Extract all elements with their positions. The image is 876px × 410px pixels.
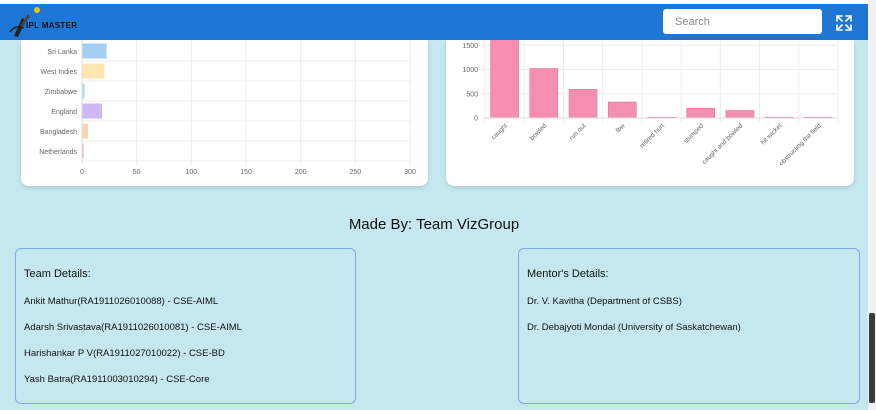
x-tick-label: 50 — [133, 169, 141, 176]
y-tick-label: England — [51, 109, 77, 116]
ipl-master-logo[interactable]: IPL MASTER — [8, 6, 88, 40]
countries-bar-chart: 0 50 100 150 200 250 300 Sri Lanka West Indies Zi… — [39, 40, 416, 176]
dismissal-bar-chart: 0 500 1000 1500 caught bowled run out lbw retire… — [462, 37, 839, 167]
y-tick-label: 1000 — [462, 67, 478, 74]
mentor-details-title: Mentor's Details: — [527, 268, 609, 280]
y-tick-label: Netherlands — [39, 149, 77, 156]
bar — [686, 108, 716, 119]
y-tick-label: Sri Lanka — [47, 49, 77, 56]
x-tick-label: bowled — [529, 122, 549, 142]
bar — [529, 68, 559, 119]
dismissal-chart-card: 0 500 1000 1500 caught bowled run out lbw retire… — [446, 37, 854, 186]
x-tick-label: retired hurt — [639, 122, 666, 149]
scrollbar-thumb[interactable] — [869, 313, 875, 403]
bar — [607, 101, 637, 119]
team-member: Adarsh Srivastava(RA1911026010081) - CSE… — [24, 322, 242, 333]
y-tick-label: 500 — [466, 91, 478, 98]
x-tick-label: run out — [568, 122, 587, 141]
x-tick-label: 150 — [240, 169, 252, 176]
bar — [490, 37, 519, 119]
team-details-title: Team Details: — [24, 268, 91, 280]
team-member: Yash Batra(RA1911003010294) - CSE-Core — [24, 374, 210, 385]
team-details-panel: Team Details: Ankit Mathur(RA19110260100… — [15, 248, 356, 404]
bar — [725, 110, 755, 119]
x-tick-label: lbw — [615, 122, 627, 134]
mentor-member: Dr. V. Kavitha (Department of CSBS) — [527, 296, 682, 307]
expand-arrows-icon[interactable] — [835, 14, 853, 32]
x-tick-label: caught — [490, 122, 509, 141]
page-scrollbar[interactable] — [868, 0, 876, 410]
x-tick-label: caught and bowled — [701, 122, 745, 166]
x-tick-label: 100 — [185, 169, 197, 176]
cricket-logo-icon — [9, 7, 40, 37]
mentor-details-panel: Mentor's Details: Dr. V. Kavitha (Depart… — [518, 248, 860, 404]
bar — [81, 63, 105, 79]
top-navbar: IPL MASTER — [0, 0, 868, 40]
bar — [81, 43, 107, 59]
y-tick-label: West Indies — [41, 69, 78, 76]
mentor-member: Dr. Debajyoti Mondal (University of Sask… — [527, 322, 741, 333]
x-tick-label: 0 — [80, 169, 84, 176]
team-member: Harishankar P V(RA1911027010022) - CSE-B… — [24, 348, 225, 359]
x-tick-label: stumped — [683, 122, 706, 145]
x-tick-label: obstructing the field — [778, 122, 823, 167]
search-input[interactable] — [663, 9, 822, 34]
bar — [81, 103, 103, 119]
bar — [81, 123, 88, 139]
y-tick-label: Bangladesh — [40, 129, 77, 136]
team-member: Ankit Mathur(RA1911026010088) - CSE-AIML — [24, 296, 219, 307]
y-tick-label: Zimbabwe — [45, 89, 77, 96]
x-tick-label: 200 — [295, 169, 307, 176]
countries-chart-card: 0 50 100 150 200 250 300 Sri Lanka West Indies Zi… — [21, 40, 428, 186]
x-tick-label: hit wicket — [760, 122, 784, 146]
y-tick-label: 0 — [474, 116, 478, 123]
x-tick-label: 300 — [404, 169, 416, 176]
made-by-heading: Made By: Team VizGroup — [348, 216, 520, 233]
x-tick-label: 250 — [349, 169, 361, 176]
logo-text: IPL MASTER — [26, 21, 78, 30]
bar — [568, 89, 598, 119]
y-tick-label: 1500 — [462, 43, 478, 50]
